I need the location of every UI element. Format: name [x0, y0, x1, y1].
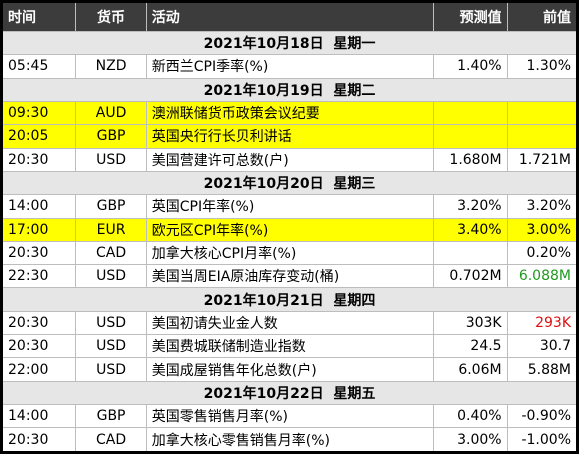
time-cell: 09:30	[0, 100, 77, 126]
event-row: 22:30 USD 美国当周EIA原油库存变动(桶) 0.702M 6.088M	[0, 264, 579, 289]
forecast-cell: 24.5	[433, 334, 508, 359]
event-cell: 美国营建许可总数(户)	[145, 147, 435, 172]
event-row: 20:30 CAD 加拿大核心零售销售月率(%) 3.00% -1.00%	[0, 427, 579, 453]
forecast-cell: 3.00%	[433, 427, 508, 453]
event-row: 20:30 USD 美国初请失业金人数 303K 293K	[0, 310, 579, 336]
forecast-cell: 1.40%	[433, 54, 508, 79]
event-cell: 美国成屋销售年化总数(户)	[145, 357, 435, 382]
currency-cell: NZD	[75, 54, 147, 79]
event-cell: 新西兰CPI季率(%)	[145, 54, 435, 79]
event-cell: 加拿大核心CPI月率(%)	[145, 240, 435, 266]
event-row: 17:00 EUR 欧元区CPI年率(%) 3.40% 3.00%	[0, 217, 579, 242]
forecast-cell: 0.40%	[433, 403, 508, 429]
previous-cell: 6.088M	[506, 264, 579, 289]
date-cell: 2021年10月18日 星期一	[1, 30, 578, 56]
previous-cell: 3.20%	[506, 194, 579, 219]
header-cell: 前值	[506, 1, 579, 32]
time-cell: 20:30	[0, 240, 77, 266]
time-cell: 20:30	[0, 334, 77, 359]
date-row: 2021年10月22日 星期五	[1, 380, 578, 406]
event-cell: 美国当周EIA原油库存变动(桶)	[145, 264, 435, 289]
currency-cell: GBP	[75, 124, 147, 149]
previous-cell	[506, 124, 579, 149]
header-cell: 货币	[75, 1, 147, 32]
forecast-cell	[433, 100, 508, 126]
previous-cell: 0.20%	[506, 240, 579, 266]
header-cell: 预测值	[433, 1, 508, 32]
currency-cell: GBP	[75, 194, 147, 219]
previous-cell: 30.7	[506, 334, 579, 359]
forecast-cell: 3.20%	[433, 194, 508, 219]
time-cell: 20:30	[0, 427, 77, 453]
event-cell: 澳洲联储货币政策会议纪要	[145, 100, 435, 126]
currency-cell: EUR	[75, 217, 147, 242]
time-cell: 05:45	[0, 54, 77, 79]
event-cell: 美国初请失业金人数	[145, 310, 435, 336]
previous-cell: 1.30%	[506, 54, 579, 79]
time-cell: 22:00	[0, 357, 77, 382]
currency-cell: AUD	[75, 100, 147, 126]
event-row: 20:30 USD 美国营建许可总数(户) 1.680M 1.721M	[0, 147, 579, 172]
currency-cell: USD	[75, 357, 147, 382]
currency-cell: USD	[75, 147, 147, 172]
date-row: 2021年10月20日 星期三	[1, 170, 578, 196]
time-cell: 22:30	[0, 264, 77, 289]
time-cell: 17:00	[0, 217, 77, 242]
previous-cell: -0.90%	[506, 403, 579, 429]
event-cell: 英国零售销售月率(%)	[145, 403, 435, 429]
event-row: 22:00 USD 美国成屋销售年化总数(户) 6.06M 5.88M	[0, 357, 579, 382]
forecast-cell: 1.680M	[433, 147, 508, 172]
event-row: 05:45 NZD 新西兰CPI季率(%) 1.40% 1.30%	[0, 54, 579, 79]
event-cell: 英国央行行长贝利讲话	[145, 124, 435, 149]
header-cell: 活动	[145, 1, 435, 32]
date-cell: 2021年10月22日 星期五	[1, 380, 578, 406]
forecast-cell: 6.06M	[433, 357, 508, 382]
previous-cell: 1.721M	[506, 147, 579, 172]
forecast-cell: 0.702M	[433, 264, 508, 289]
event-row: 20:30 USD 美国费城联储制造业指数 24.5 30.7	[0, 334, 579, 359]
header-row: 时间 货币 活动 预测值 前值	[0, 1, 579, 32]
forecast-cell	[433, 240, 508, 266]
currency-cell: USD	[75, 310, 147, 336]
forecast-cell	[433, 124, 508, 149]
event-cell: 英国CPI年率(%)	[145, 194, 435, 219]
currency-cell: USD	[75, 334, 147, 359]
currency-cell: GBP	[75, 403, 147, 429]
event-cell: 美国费城联储制造业指数	[145, 334, 435, 359]
event-row: 20:05 GBP 英国央行行长贝利讲话	[0, 124, 579, 149]
previous-cell: 5.88M	[506, 357, 579, 382]
currency-cell: CAD	[75, 240, 147, 266]
time-cell: 20:30	[0, 310, 77, 336]
header-cell: 时间	[0, 1, 77, 32]
date-cell: 2021年10月20日 星期三	[1, 170, 578, 196]
event-row: 09:30 AUD 澳洲联储货币政策会议纪要	[0, 100, 579, 126]
previous-cell: 3.00%	[506, 217, 579, 242]
forecast-cell: 303K	[433, 310, 508, 336]
forecast-cell: 3.40%	[433, 217, 508, 242]
time-cell: 14:00	[0, 194, 77, 219]
time-cell: 20:05	[0, 124, 77, 149]
date-row: 2021年10月18日 星期一	[1, 30, 578, 56]
event-row: 20:30 CAD 加拿大核心CPI月率(%) 0.20%	[0, 240, 579, 266]
date-row: 2021年10月21日 星期四	[1, 287, 578, 312]
event-row: 14:00 GBP 英国CPI年率(%) 3.20% 3.20%	[0, 194, 579, 219]
time-cell: 20:30	[0, 147, 77, 172]
date-cell: 2021年10月21日 星期四	[1, 287, 578, 312]
currency-cell: CAD	[75, 427, 147, 453]
previous-cell: 293K	[506, 310, 579, 336]
date-cell: 2021年10月19日 星期二	[1, 77, 578, 102]
previous-cell	[506, 100, 579, 126]
event-row: 14:00 GBP 英国零售销售月率(%) 0.40% -0.90%	[0, 403, 579, 429]
time-cell: 14:00	[0, 403, 77, 429]
date-row: 2021年10月19日 星期二	[1, 77, 578, 102]
previous-cell: -1.00%	[506, 427, 579, 453]
event-cell: 欧元区CPI年率(%)	[145, 217, 435, 242]
currency-cell: USD	[75, 264, 147, 289]
event-cell: 加拿大核心零售销售月率(%)	[145, 427, 435, 453]
